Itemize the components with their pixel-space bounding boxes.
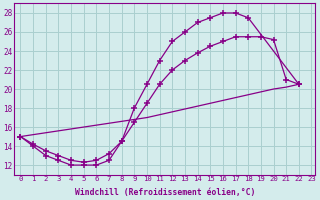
X-axis label: Windchill (Refroidissement éolien,°C): Windchill (Refroidissement éolien,°C) bbox=[75, 188, 255, 197]
